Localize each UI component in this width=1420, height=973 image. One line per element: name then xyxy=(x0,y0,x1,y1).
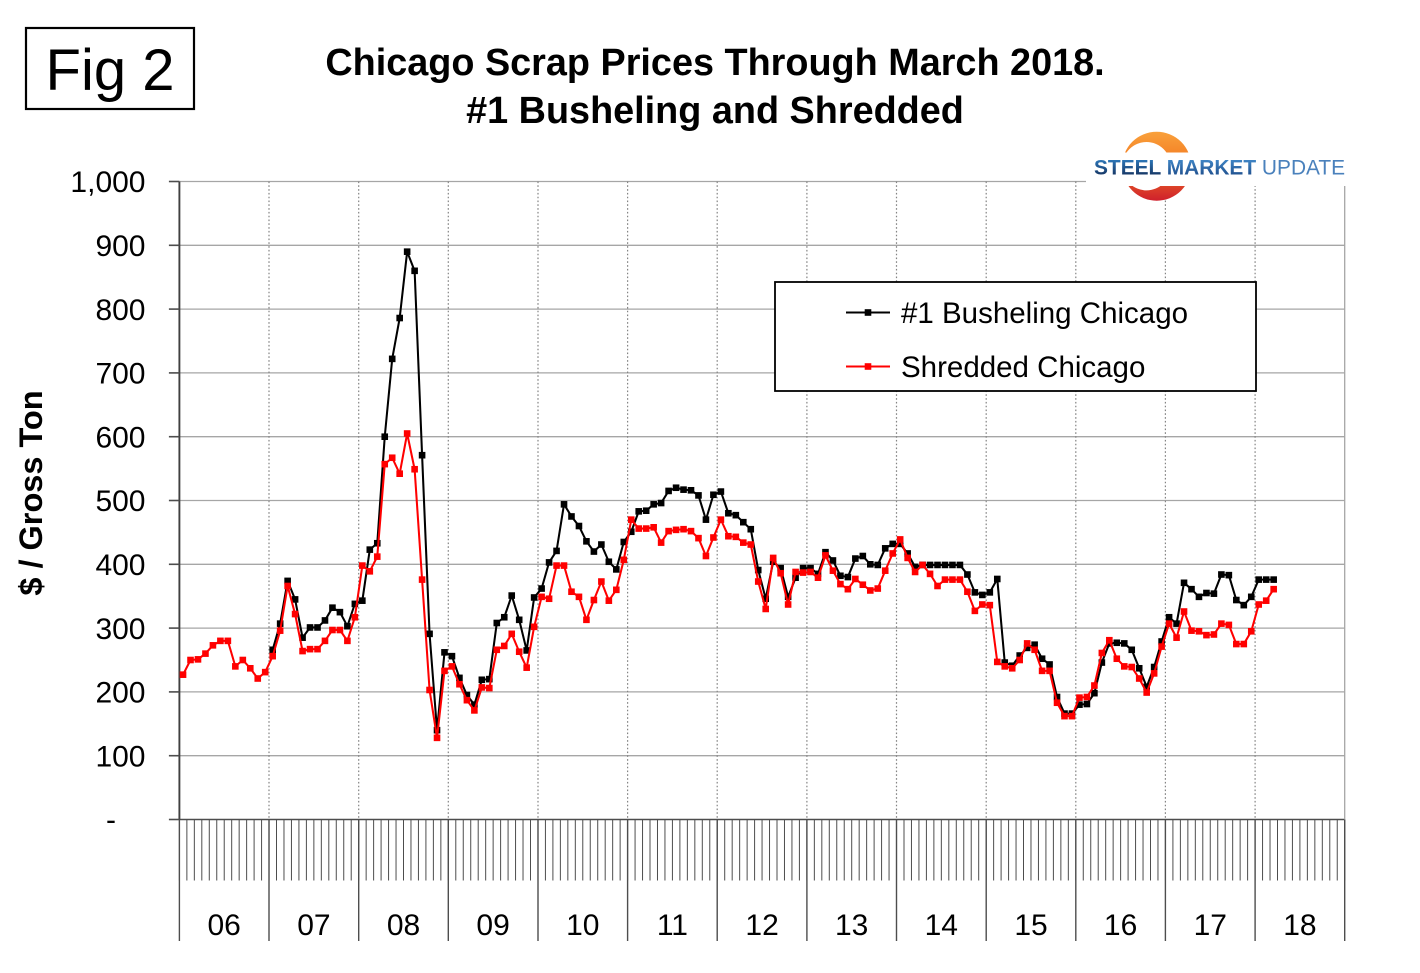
svg-text:12: 12 xyxy=(745,909,778,942)
svg-text:700: 700 xyxy=(95,358,145,391)
svg-text:08: 08 xyxy=(387,909,420,942)
svg-text:200: 200 xyxy=(95,677,145,710)
svg-text:#1 Busheling Chicago: #1 Busheling Chicago xyxy=(901,297,1188,330)
svg-text:06: 06 xyxy=(208,909,241,942)
svg-text:100: 100 xyxy=(95,740,145,773)
svg-text:-: - xyxy=(106,804,116,837)
svg-text:18: 18 xyxy=(1283,909,1316,942)
svg-text:17: 17 xyxy=(1194,909,1227,942)
svg-text:900: 900 xyxy=(95,230,145,263)
svg-text:400: 400 xyxy=(95,549,145,582)
svg-text:600: 600 xyxy=(95,421,145,454)
svg-text:Shredded Chicago: Shredded Chicago xyxy=(901,351,1145,384)
svg-text:11: 11 xyxy=(657,909,688,942)
svg-text:14: 14 xyxy=(925,909,958,942)
svg-text:800: 800 xyxy=(95,294,145,327)
svg-text:500: 500 xyxy=(95,485,145,518)
svg-text:10: 10 xyxy=(566,909,599,942)
svg-text:300: 300 xyxy=(95,613,145,646)
svg-text:#1 Busheling and Shredded: #1 Busheling and Shredded xyxy=(466,90,964,132)
svg-text:1,000: 1,000 xyxy=(70,166,145,199)
svg-text:15: 15 xyxy=(1014,909,1047,942)
svg-text:Chicago Scrap Prices Through M: Chicago Scrap Prices Through March 2018. xyxy=(325,42,1104,84)
svg-text:16: 16 xyxy=(1104,909,1137,942)
svg-text:13: 13 xyxy=(835,909,868,942)
svg-text:07: 07 xyxy=(297,909,330,942)
svg-text:09: 09 xyxy=(476,909,509,942)
svg-text:STEEL MARKET UPDATE: STEEL MARKET UPDATE xyxy=(1094,157,1345,180)
svg-text:Fig 2: Fig 2 xyxy=(46,38,175,103)
svg-text:$ / Gross Ton: $ / Gross Ton xyxy=(13,390,49,595)
